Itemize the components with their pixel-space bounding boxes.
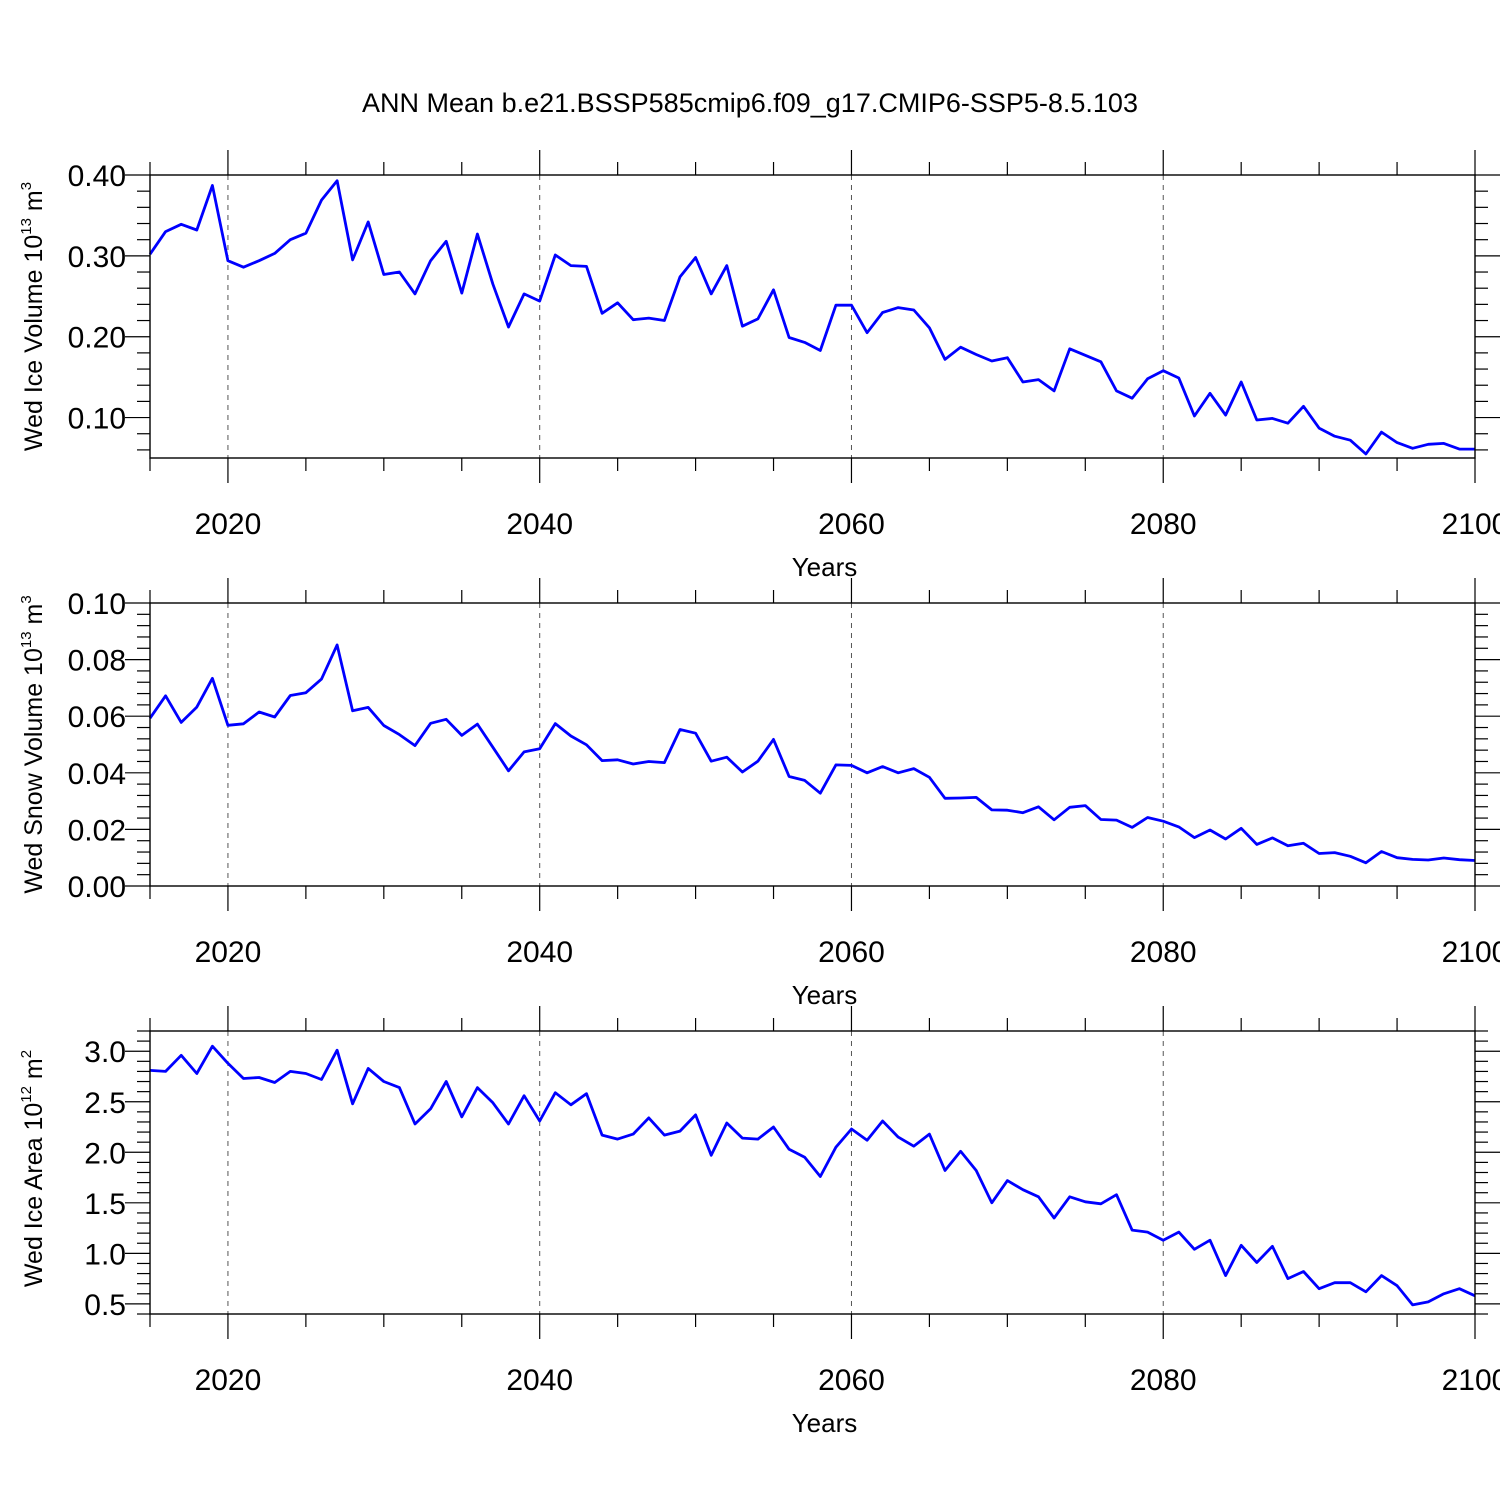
y-tick-label: 0.00 <box>68 871 126 904</box>
y-label-exp: 12 <box>18 1086 35 1103</box>
data-line <box>149 1044 1476 1307</box>
x-tick-label: 2020 <box>195 508 262 541</box>
y-label-text: Wed Ice Volume 10 <box>20 235 48 451</box>
y-tick-label: 0.40 <box>68 160 126 193</box>
y-label-unit-exp: 3 <box>18 595 35 603</box>
y-label-unit: m <box>20 190 48 218</box>
plot-frame <box>149 1030 1476 1315</box>
plot-frame <box>149 174 1476 459</box>
y-axis-label: Wed Ice Area 1012 m2 <box>18 1050 48 1287</box>
y-tick-label: 0.10 <box>68 588 126 621</box>
x-axis-label: Years <box>792 1408 858 1438</box>
x-tick-label: 2040 <box>506 936 573 969</box>
y-tick-label: 0.02 <box>68 814 126 847</box>
y-tick-label: 1.5 <box>84 1188 126 1221</box>
y-tick-label: 0.06 <box>68 701 126 734</box>
data-line <box>148 643 1476 865</box>
y-label-exp: 13 <box>18 631 35 648</box>
y-tick-label: 1.0 <box>84 1238 126 1271</box>
chart-title: ANN Mean b.e21.BSSP585cmip6.f09_g17.CMIP… <box>362 88 1138 118</box>
x-tick-label: 2020 <box>195 936 262 969</box>
y-axis-label: Wed Ice Volume 1013 m3 <box>18 182 48 451</box>
x-tick-label: 2040 <box>506 508 573 541</box>
x-tick-label: 2060 <box>818 508 885 541</box>
y-label-unit: m <box>20 604 48 632</box>
y-tick-label: 0.20 <box>68 322 126 355</box>
y-axis-label: Wed Snow Volume 1013 m3 <box>18 595 48 893</box>
y-label-text: Wed Snow Volume 10 <box>20 648 48 894</box>
y-tick-label: 2.5 <box>84 1087 126 1120</box>
y-tick-label: 0.08 <box>68 645 126 678</box>
x-axis-label: Years <box>792 980 858 1010</box>
data-line <box>148 179 1475 456</box>
y-tick-label: 0.10 <box>68 403 126 436</box>
x-tick-label: 2080 <box>1130 508 1197 541</box>
x-tick-label: 2020 <box>195 1364 262 1397</box>
y-tick-label: 0.30 <box>68 241 126 274</box>
x-tick-label: 2080 <box>1130 1364 1197 1397</box>
x-axis-label: Years <box>792 552 858 582</box>
y-label-text: Wed Ice Area 10 <box>20 1103 48 1287</box>
x-tick-label: 2080 <box>1130 936 1197 969</box>
x-tick-label: 2040 <box>506 1364 573 1397</box>
x-tick-label: 2060 <box>818 936 885 969</box>
y-label-unit-exp: 2 <box>18 1050 35 1058</box>
y-tick-label: 2.0 <box>84 1137 126 1170</box>
x-tick-label: 2060 <box>818 1364 885 1397</box>
y-label-exp: 13 <box>18 218 35 235</box>
y-tick-label: 0.04 <box>68 758 126 791</box>
y-label-unit: m <box>20 1058 48 1086</box>
y-tick-label: 0.5 <box>84 1289 126 1322</box>
plot-frame <box>149 602 1476 887</box>
y-tick-label: 3.0 <box>84 1036 126 1069</box>
y-label-unit-exp: 3 <box>18 182 35 190</box>
